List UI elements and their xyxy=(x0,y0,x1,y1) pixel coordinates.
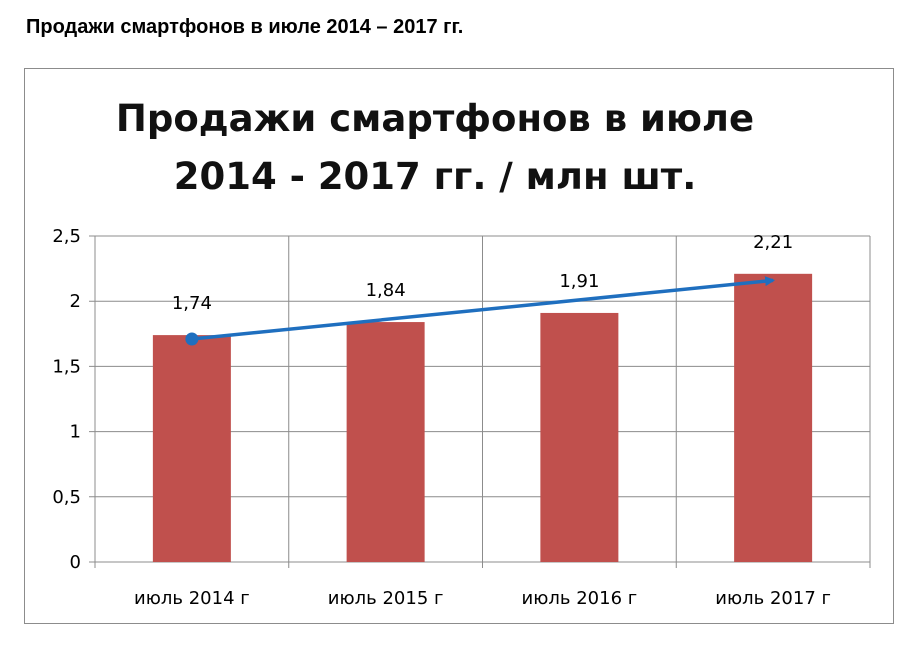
y-tick-label: 1,5 xyxy=(52,356,81,377)
x-category-label: июль 2017 г xyxy=(715,588,831,609)
y-tick-label: 2,5 xyxy=(52,226,81,247)
bar-июль-2015-г xyxy=(346,322,425,562)
x-category-label: июль 2016 г xyxy=(522,588,638,609)
y-tick-label: 2 xyxy=(70,291,81,312)
bar-июль-2017-г xyxy=(734,273,813,562)
y-tick-label: 1 xyxy=(70,422,81,443)
chart-title: Продажи смартфонов в июле 2014 - 2017 гг… xyxy=(0,90,870,206)
data-label: 1,74 xyxy=(172,293,212,314)
data-label: 1,91 xyxy=(559,271,599,292)
x-category-label: июль 2015 г xyxy=(328,588,444,609)
bar-июль-2016-г xyxy=(540,312,619,562)
x-category-label: июль 2014 г xyxy=(134,588,250,609)
trend-arrow-start-dot xyxy=(185,332,199,346)
y-tick-label: 0 xyxy=(70,552,81,573)
trend-arrow xyxy=(191,276,776,341)
page-heading: Продажи смартфонов в июле 2014 – 2017 гг… xyxy=(26,16,464,38)
data-label: 1,84 xyxy=(366,280,406,301)
chart-title-line-2: 2014 - 2017 гг. / млн шт. xyxy=(173,155,697,198)
y-tick-label: 0,5 xyxy=(52,487,81,508)
data-label: 2,21 xyxy=(753,232,793,253)
chart-title-line-1: Продажи смартфонов в июле xyxy=(115,97,755,140)
bar-июль-2014-г xyxy=(152,335,231,562)
